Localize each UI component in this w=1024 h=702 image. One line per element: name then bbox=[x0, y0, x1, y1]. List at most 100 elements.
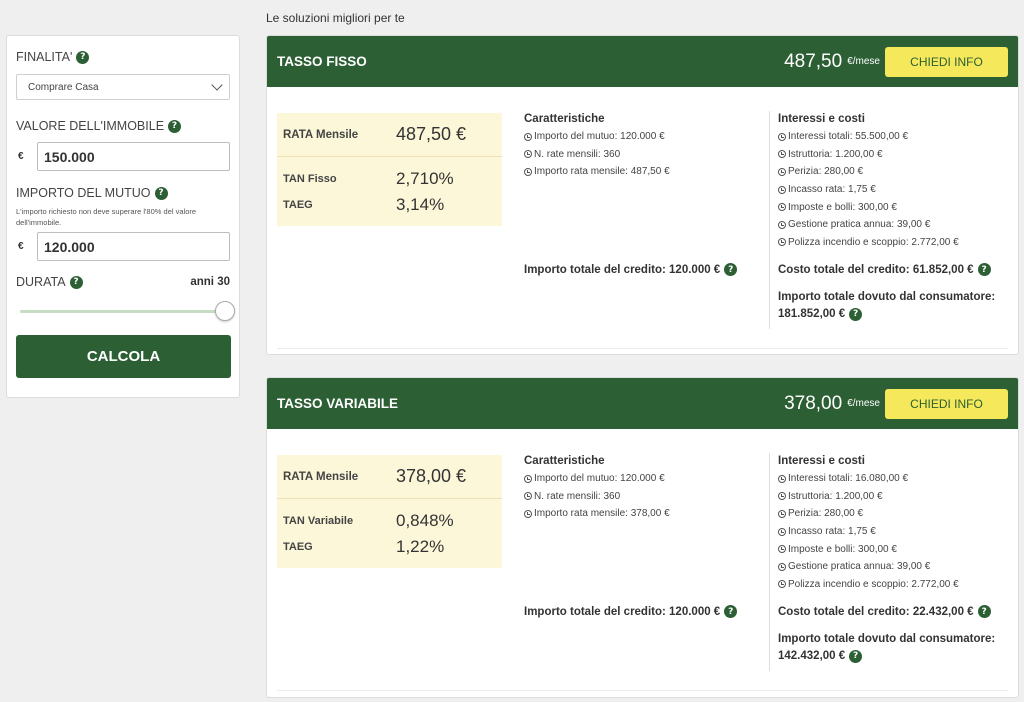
clock-icon bbox=[778, 492, 786, 501]
list-item: N. rate mensili: 360 bbox=[524, 488, 670, 506]
help-icon[interactable]: ? bbox=[724, 263, 738, 276]
dovuto-value-row: 181.852,00 € ? bbox=[778, 306, 995, 323]
list-item-text: Perizia: 280,00 € bbox=[788, 508, 864, 520]
offer-card-fisso: TASSO FISSO 487,50 €/mese CHIEDI INFO RA… bbox=[266, 35, 1019, 355]
importo-hint: L'importo richiesto non deve superare l'… bbox=[16, 207, 197, 227]
caratteristiche-title: Caratteristiche bbox=[524, 455, 605, 467]
rata-value: 378,00 € bbox=[396, 466, 467, 486]
divider bbox=[277, 690, 1008, 691]
finalita-label-text: FINALITA' bbox=[16, 50, 73, 64]
clock-icon bbox=[778, 562, 786, 571]
tan-label: TAN Fisso bbox=[283, 173, 337, 185]
help-icon[interactable]: ? bbox=[168, 119, 182, 133]
valore-label: VALORE DELL'IMMOBILE ? bbox=[16, 119, 230, 133]
list-item-text: Perizia: 280,00 € bbox=[788, 166, 864, 178]
clock-icon bbox=[524, 132, 532, 141]
interessi-column: Interessi e costi Interessi totali: 55.5… bbox=[778, 113, 959, 251]
durata-label: DURATA ? bbox=[16, 275, 83, 289]
interessi-title: Interessi e costi bbox=[778, 113, 865, 125]
totale-dovuto: Importo totale dovuto dal consumatore: 1… bbox=[778, 631, 995, 665]
tan-label: TAN Variabile bbox=[283, 515, 354, 527]
offer-price: 487,50 bbox=[784, 50, 843, 72]
importo-input[interactable]: 120.000 bbox=[37, 232, 230, 261]
list-item: Perizia: 280,00 € bbox=[778, 163, 959, 181]
dovuto-value-row: 142.432,00 € ? bbox=[778, 648, 995, 665]
totale-credito: Importo totale del credito: 120.000 € ? bbox=[524, 605, 738, 618]
list-item: Imposte e bolli: 300,00 € bbox=[778, 540, 959, 558]
currency-symbol: € bbox=[18, 151, 24, 162]
clock-icon bbox=[778, 203, 786, 212]
help-icon[interactable]: ? bbox=[977, 263, 991, 276]
taeg-label: TAEG bbox=[283, 541, 313, 553]
chevron-down-icon bbox=[211, 79, 223, 91]
list-item: Imposte e bolli: 300,00 € bbox=[778, 198, 959, 216]
help-icon[interactable]: ? bbox=[977, 605, 991, 618]
tan-value: 2,710% bbox=[396, 169, 454, 188]
column-divider bbox=[769, 453, 770, 671]
tan-row: TAN Variabile 0,848% bbox=[277, 508, 502, 534]
slider-handle[interactable] bbox=[215, 301, 235, 321]
clock-icon bbox=[524, 167, 532, 176]
finalita-selected-value: Comprare Casa bbox=[28, 81, 99, 93]
rate-details: TAN Variabile 0,848% TAEG 1,22% bbox=[277, 499, 502, 560]
importo-label-text: IMPORTO DEL MUTUO bbox=[16, 186, 151, 200]
clock-icon bbox=[778, 150, 786, 159]
totale-dovuto: Importo totale dovuto dal consumatore: 1… bbox=[778, 289, 995, 323]
taeg-value: 3,14% bbox=[396, 195, 445, 214]
chiedi-info-button[interactable]: CHIEDI INFO bbox=[885, 46, 1008, 77]
rata-row: RATA Mensile 487,50 € bbox=[277, 113, 502, 157]
list-item-text: Istruttoria: 1.200,00 € bbox=[788, 148, 883, 160]
help-icon[interactable]: ? bbox=[724, 605, 738, 618]
offer-price-unit: €/mese bbox=[847, 56, 880, 67]
taeg-label: TAEG bbox=[283, 199, 313, 211]
offer-title: TASSO FISSO bbox=[277, 54, 367, 69]
list-item-text: Incasso rata: 1,75 € bbox=[788, 526, 876, 538]
help-icon[interactable]: ? bbox=[154, 186, 168, 200]
divider bbox=[277, 348, 1008, 349]
interessi-title: Interessi e costi bbox=[778, 455, 865, 467]
help-icon[interactable]: ? bbox=[849, 308, 863, 321]
rata-label: RATA Mensile bbox=[283, 128, 359, 141]
list-item-text: Importo del mutuo: 120.000 € bbox=[534, 473, 665, 485]
durata-row: DURATA ? anni 30 bbox=[16, 275, 230, 289]
list-item-text: Interessi totali: 55.500,00 € bbox=[788, 131, 909, 143]
rata-label: RATA Mensile bbox=[283, 470, 359, 483]
calcola-button[interactable]: CALCOLA bbox=[16, 335, 231, 378]
help-icon[interactable]: ? bbox=[76, 50, 90, 64]
taeg-value: 1,22% bbox=[396, 537, 445, 556]
valore-input[interactable]: 150.000 bbox=[37, 142, 230, 171]
rata-row: RATA Mensile 378,00 € bbox=[277, 455, 502, 499]
costo-totale: Costo totale del credito: 22.432,00 € ? bbox=[778, 605, 991, 618]
list-item-text: Imposte e bolli: 300,00 € bbox=[788, 543, 897, 555]
dovuto-label: Importo totale dovuto dal consumatore: bbox=[778, 633, 996, 645]
finalita-select[interactable]: Comprare Casa bbox=[16, 74, 230, 100]
finalita-label: FINALITA' ? bbox=[16, 50, 230, 64]
help-icon[interactable]: ? bbox=[849, 650, 863, 663]
list-item: Istruttoria: 1.200,00 € bbox=[778, 146, 959, 164]
caratteristiche-title: Caratteristiche bbox=[524, 113, 605, 125]
tan-value: 0,848% bbox=[396, 511, 454, 530]
help-icon[interactable]: ? bbox=[69, 275, 83, 289]
dovuto-label: Importo totale dovuto dal consumatore: bbox=[778, 291, 996, 303]
clock-icon bbox=[524, 509, 532, 518]
list-item: Polizza incendio e scoppio: 2.772,00 € bbox=[778, 576, 959, 594]
clock-icon bbox=[778, 185, 786, 194]
slider-track[interactable] bbox=[20, 310, 224, 313]
caratteristiche-column: Caratteristiche Importo del mutuo: 120.0… bbox=[524, 113, 670, 181]
clock-icon bbox=[778, 167, 786, 176]
offer-card-variabile: TASSO VARIABILE 378,00 €/mese CHIEDI INF… bbox=[266, 377, 1019, 698]
rate-details: TAN Fisso 2,710% TAEG 3,14% bbox=[277, 157, 502, 218]
list-item-text: Gestione pratica annua: 39,00 € bbox=[788, 219, 931, 231]
dovuto-value: 142.432,00 € bbox=[778, 650, 846, 662]
offer-header: TASSO VARIABILE 378,00 €/mese CHIEDI INF… bbox=[267, 378, 1018, 429]
totale-credito-text: Importo totale del credito: 120.000 € bbox=[524, 263, 721, 276]
durata-label-text: DURATA bbox=[16, 275, 66, 289]
list-item: Importo del mutuo: 120.000 € bbox=[524, 470, 670, 488]
list-item: Perizia: 280,00 € bbox=[778, 505, 959, 523]
list-item-text: Istruttoria: 1.200,00 € bbox=[788, 490, 883, 502]
clock-icon bbox=[524, 474, 532, 483]
list-item-text: Gestione pratica annua: 39,00 € bbox=[788, 561, 931, 573]
clock-icon bbox=[524, 150, 532, 159]
chiedi-info-button[interactable]: CHIEDI INFO bbox=[885, 388, 1008, 419]
durata-slider[interactable] bbox=[16, 301, 235, 321]
